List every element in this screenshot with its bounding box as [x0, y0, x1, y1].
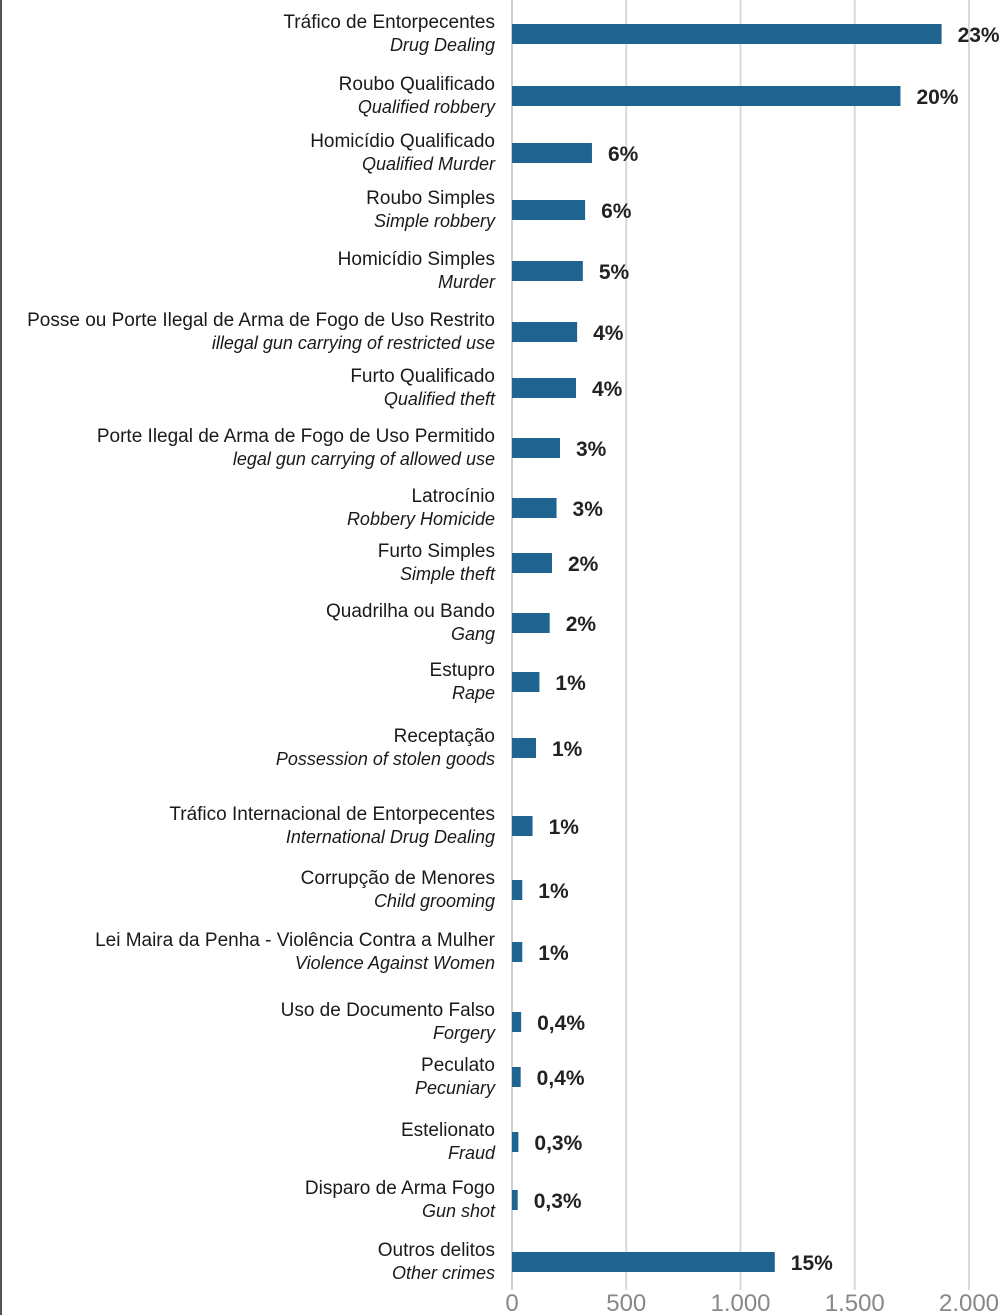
category-label-pt: Uso de Documento Falso: [281, 1000, 495, 1021]
category-label-pt: Posse ou Porte Ilegal de Arma de Fogo de…: [27, 310, 495, 331]
bar[interactable]: [512, 1132, 519, 1152]
bar[interactable]: [512, 322, 578, 342]
category-label-pt: Homicídio Simples: [338, 249, 495, 270]
bar[interactable]: [512, 880, 523, 900]
category-label-pt: Disparo de Arma Fogo: [305, 1178, 495, 1199]
data-label: 6%: [608, 143, 639, 166]
bar[interactable]: [512, 1012, 522, 1032]
data-label: 0,4%: [537, 1067, 585, 1090]
category-label-pt: Peculato: [421, 1055, 495, 1076]
category-label-en: Simple robbery: [374, 211, 496, 231]
bar[interactable]: [512, 438, 560, 458]
data-label: 1%: [555, 672, 586, 695]
category-label-en: Child grooming: [374, 891, 495, 911]
category-label-pt: Roubo Simples: [366, 188, 495, 209]
category-label-pt: Receptação: [394, 726, 495, 747]
bar[interactable]: [512, 1190, 518, 1210]
data-label: 0,3%: [534, 1132, 582, 1155]
category-label-en: Fraud: [448, 1143, 496, 1163]
data-label: 4%: [592, 378, 623, 401]
x-tick-label: 2.000: [939, 1290, 999, 1315]
bar[interactable]: [512, 261, 583, 281]
bar[interactable]: [512, 1067, 521, 1087]
data-label: 1%: [549, 816, 580, 839]
category-label-pt: Tráfico de Entorpecentes: [283, 12, 495, 33]
bar[interactable]: [512, 816, 533, 836]
bar[interactable]: [512, 24, 942, 44]
category-label-en: Other crimes: [392, 1263, 495, 1283]
bar[interactable]: [512, 498, 557, 518]
category-label-en: Gang: [451, 624, 495, 644]
category-label-en: Rape: [452, 683, 495, 703]
x-tick-label: 1.000: [710, 1290, 770, 1315]
x-tick-label: 500: [606, 1290, 646, 1315]
category-label-en: Robbery Homicide: [347, 509, 495, 529]
category-label-pt: Latrocínio: [412, 486, 495, 507]
category-label-pt: Furto Simples: [378, 541, 495, 562]
category-label-en: legal gun carrying of allowed use: [233, 449, 495, 469]
data-label: 15%: [791, 1252, 833, 1275]
category-label-pt: Estupro: [430, 660, 495, 681]
category-label-en: Simple theft: [400, 564, 496, 584]
category-label-en: Qualified theft: [384, 389, 496, 409]
category-label-pt: Tráfico Internacional de Entorpecentes: [169, 804, 495, 825]
data-label: 0,4%: [537, 1012, 585, 1035]
data-label: 4%: [593, 322, 624, 345]
data-label: 3%: [576, 438, 607, 461]
category-label-pt: Estelionato: [401, 1120, 495, 1141]
category-label-pt: Roubo Qualificado: [339, 74, 495, 95]
data-label: 2%: [568, 553, 599, 576]
data-label: 6%: [601, 200, 632, 223]
category-label-pt: Homicídio Qualificado: [310, 131, 495, 152]
category-label-pt: Corrupção de Menores: [301, 868, 495, 889]
data-label: 1%: [538, 880, 569, 903]
category-label-en: Violence Against Women: [295, 953, 495, 973]
bar[interactable]: [512, 553, 552, 573]
bar[interactable]: [512, 86, 901, 106]
data-label: 1%: [538, 942, 569, 965]
bar[interactable]: [512, 200, 586, 220]
category-label-pt: Porte Ilegal de Arma de Fogo de Uso Perm…: [97, 426, 495, 447]
category-label-pt: Outros delitos: [378, 1240, 495, 1261]
bar[interactable]: [512, 672, 540, 692]
data-label: 1%: [552, 738, 583, 761]
data-label: 3%: [573, 498, 604, 521]
category-label-en: Qualified Murder: [362, 154, 496, 174]
x-tick-labels: 0 500 1.000 1.500 2.000: [505, 1290, 999, 1315]
x-tick-label: 1.500: [825, 1290, 885, 1315]
bar[interactable]: [512, 143, 592, 163]
category-label-en: Murder: [438, 272, 496, 292]
bar[interactable]: [512, 613, 550, 633]
category-label-en: International Drug Dealing: [286, 827, 495, 847]
gridlines: [625, 0, 970, 1290]
category-label-pt: Furto Qualificado: [350, 366, 495, 387]
data-label: 20%: [916, 86, 958, 109]
bar[interactable]: [512, 738, 536, 758]
category-label-en: Possession of stolen goods: [276, 749, 495, 769]
category-label-pt: Quadrilha ou Bando: [326, 601, 495, 622]
bar[interactable]: [512, 942, 523, 962]
category-label-en: Forgery: [433, 1023, 496, 1043]
category-label-en: Pecuniary: [415, 1078, 496, 1098]
data-label: 5%: [599, 261, 630, 284]
category-label-en: Drug Dealing: [390, 35, 495, 55]
category-label-pt: Lei Maira da Penha - Violência Contra a …: [95, 930, 496, 951]
bar[interactable]: [512, 1252, 775, 1272]
category-label-en: Gun shot: [422, 1201, 496, 1221]
bar[interactable]: [512, 378, 576, 398]
x-tick-label: 0: [505, 1290, 518, 1315]
data-label: 2%: [566, 613, 597, 636]
data-label: 23%: [958, 24, 1000, 47]
category-label-en: Qualified robbery: [358, 97, 496, 117]
data-label: 0,3%: [534, 1190, 582, 1213]
category-label-en: illegal gun carrying of restricted use: [212, 333, 495, 353]
